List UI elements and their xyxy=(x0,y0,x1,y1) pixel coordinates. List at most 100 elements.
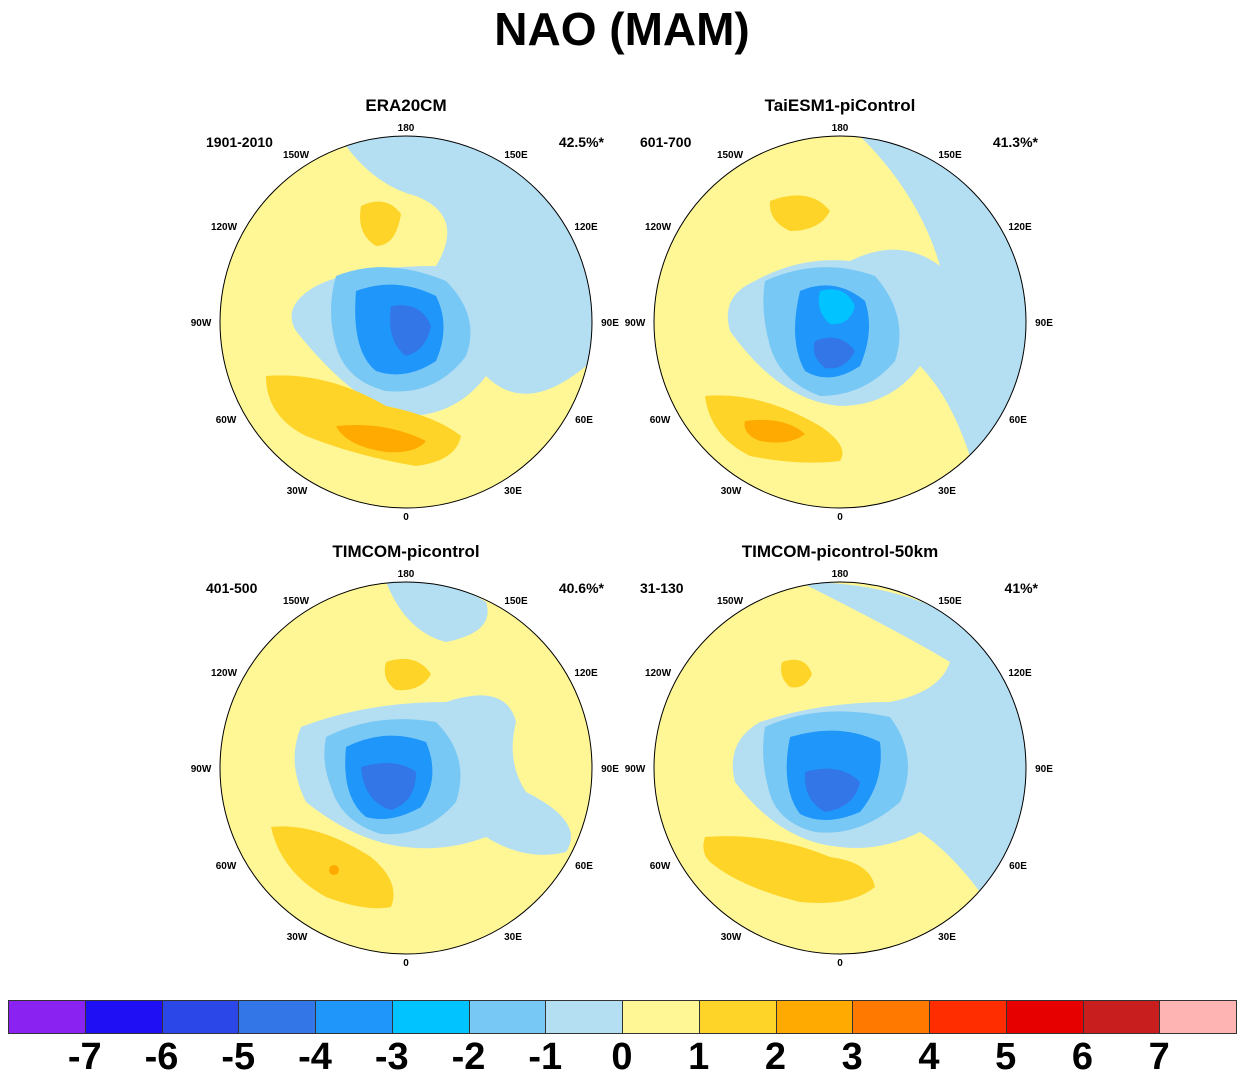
lon-label: 120W xyxy=(645,222,672,233)
lon-label: 120E xyxy=(1008,222,1032,233)
colorbar-swatch xyxy=(315,1000,393,1034)
colorbar-swatch xyxy=(852,1000,930,1034)
polar-map: 180 150E 120E 90E 60E 30E 0 30W 60W 90W … xyxy=(625,569,1054,969)
lon-label: 30E xyxy=(504,486,522,497)
map-panel-timcom: TIMCOM-picontrol 401-500 40.6%* 180 150E… xyxy=(186,542,626,982)
lon-label: 120E xyxy=(574,668,598,679)
colorbar-tick-label: -6 xyxy=(144,1036,179,1078)
lon-label: 120W xyxy=(211,222,238,233)
lon-label: 150E xyxy=(504,150,528,161)
colorbar-tick-label: 5 xyxy=(995,1036,1017,1078)
lon-label: 30W xyxy=(721,932,742,943)
lon-label: 30W xyxy=(287,486,308,497)
colorbar-tick-label: -7 xyxy=(67,1036,102,1078)
lon-label: 150E xyxy=(504,596,528,607)
lon-label: 180 xyxy=(832,123,849,134)
lon-label: 150E xyxy=(938,150,962,161)
panel-title: TaiESM1-piControl xyxy=(764,96,916,115)
colorbar-swatch xyxy=(545,1000,623,1034)
colorbar-swatch xyxy=(698,1000,777,1034)
lon-label: 0 xyxy=(837,512,843,523)
lon-label: 90E xyxy=(1035,318,1053,329)
polar-map: 180 150E 120E 90E 60E 30E 0 30W 60W 90W … xyxy=(625,123,1054,523)
lon-label: 30E xyxy=(938,486,956,497)
lon-label: 150W xyxy=(283,596,310,607)
panel-variance: 40.6%* xyxy=(558,580,604,596)
lon-label: 150W xyxy=(717,150,744,161)
lon-label: 60E xyxy=(1009,861,1027,872)
lon-label: 90W xyxy=(625,318,646,329)
panel-period: 401-500 xyxy=(206,580,258,596)
panel-variance: 42.5%* xyxy=(558,134,604,150)
lon-label: 60E xyxy=(575,861,593,872)
lon-label: 120W xyxy=(645,668,672,679)
lon-label: 180 xyxy=(832,569,849,580)
lon-label: 90E xyxy=(601,318,619,329)
lon-label: 60W xyxy=(216,415,237,426)
colorbar-swatch xyxy=(8,1000,86,1034)
colorbar-swatch xyxy=(775,1000,854,1034)
lon-label: 60W xyxy=(650,861,671,872)
colorbar-tick-label: 0 xyxy=(611,1036,633,1078)
lon-label: 120E xyxy=(1008,668,1032,679)
map-panel-timcom-50km: TIMCOM-picontrol-50km 31-130 41%* 180 15… xyxy=(620,542,1060,982)
colorbar-tick-label: 7 xyxy=(1148,1036,1170,1078)
colorbar-tick-label: -1 xyxy=(528,1036,563,1078)
colorbar-swatch xyxy=(1082,1000,1161,1034)
colorbar-tick-label: -2 xyxy=(451,1036,486,1078)
colorbar-swatch xyxy=(1159,1000,1237,1034)
map-panel-era20cm: ERA20CM 1901-2010 42.5%* 180 150E 120E 9… xyxy=(186,96,626,536)
colorbar-swatch xyxy=(161,1000,240,1034)
panel-variance: 41%* xyxy=(1004,580,1038,596)
polar-map: 180 150E 120E 90E 60E 30E 0 30W 60W 90W … xyxy=(191,123,620,523)
lon-label: 0 xyxy=(837,958,843,969)
lon-label: 60W xyxy=(216,861,237,872)
lon-label: 90E xyxy=(601,764,619,775)
colorbar-swatch xyxy=(622,1000,700,1034)
lon-label: 30W xyxy=(721,486,742,497)
lon-label: 30E xyxy=(504,932,522,943)
lon-label: 30E xyxy=(938,932,956,943)
colorbar-tick-label: -5 xyxy=(221,1036,256,1078)
lon-label: 60E xyxy=(1009,415,1027,426)
lon-label: 150E xyxy=(938,596,962,607)
lon-label: 90W xyxy=(625,764,646,775)
colorbar-tick-label: -4 xyxy=(298,1036,332,1078)
lon-label: 180 xyxy=(398,123,415,134)
colorbar-tick-label: 4 xyxy=(918,1036,940,1078)
colorbar-swatch xyxy=(391,1000,470,1034)
lon-label: 0 xyxy=(403,512,409,523)
figure-title: NAO (MAM) xyxy=(494,3,750,55)
colorbar-swatch xyxy=(468,1000,547,1034)
colorbar-swatch xyxy=(84,1000,163,1034)
lon-label: 120W xyxy=(211,668,238,679)
panel-period: 1901-2010 xyxy=(206,134,273,150)
panel-period: 31-130 xyxy=(640,580,684,596)
polar-map: 180 150E 120E 90E 60E 30E 0 30W 60W 90W … xyxy=(191,569,620,969)
colorbar-swatch xyxy=(1005,1000,1084,1034)
lon-label: 0 xyxy=(403,958,409,969)
map-panel-taiesm1: TaiESM1-piControl 601-700 41.3%* 180 150… xyxy=(620,96,1060,536)
lon-label: 180 xyxy=(398,569,415,580)
colorbar xyxy=(8,1000,1237,1034)
panel-title: TIMCOM-picontrol-50km xyxy=(741,542,939,561)
lon-label: 90W xyxy=(191,318,212,329)
colorbar-tick-label: -3 xyxy=(374,1036,409,1078)
colorbar-tick-label: 6 xyxy=(1071,1036,1094,1078)
colorbar-swatch xyxy=(238,1000,316,1034)
panel-title: TIMCOM-picontrol xyxy=(332,542,480,561)
colorbar-swatch xyxy=(929,1000,1007,1034)
lon-label: 150W xyxy=(283,150,310,161)
colorbar-tick-label: 1 xyxy=(688,1036,710,1078)
colorbar-tick-label: 2 xyxy=(764,1036,787,1078)
lon-label: 60W xyxy=(650,415,671,426)
panel-variance: 41.3%* xyxy=(992,134,1038,150)
lon-label: 150W xyxy=(717,596,744,607)
lon-label: 90W xyxy=(191,764,212,775)
lon-label: 60E xyxy=(575,415,593,426)
lon-label: 90E xyxy=(1035,764,1053,775)
lon-label: 120E xyxy=(574,222,598,233)
lon-label: 30W xyxy=(287,932,308,943)
panel-title: ERA20CM xyxy=(365,96,447,115)
colorbar-tick-label: 3 xyxy=(841,1036,863,1078)
